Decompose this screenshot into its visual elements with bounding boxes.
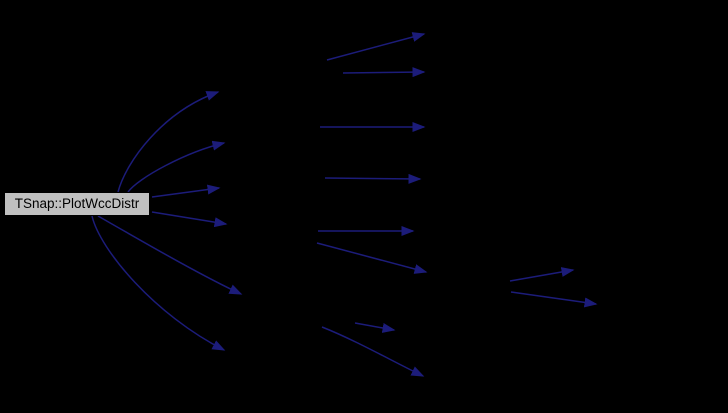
call-edge-root-child3 [151,184,221,198]
call-edge-l2-edge2 [342,67,426,78]
call-edge-root-child5 [97,215,243,295]
call-edge-l2-edge7 [354,322,396,333]
call-edge-l2-edge8 [321,326,425,377]
call-edge-root-child2 [127,140,226,193]
call-edge-root-child4 [151,211,228,228]
call-edge-root-child1 [117,91,220,193]
call-edge-root-child6 [91,215,226,351]
call-edge-l3-edge2 [510,291,598,308]
call-edge-l2-edge6 [316,242,428,274]
call-edge-l2-edge4 [324,173,422,184]
edge-layer [91,32,598,377]
call-edge-l3-edge1 [509,267,575,282]
root-node-label: TSnap::PlotWccDistr [14,196,140,212]
root-node: TSnap::PlotWccDistr [4,192,150,216]
call-edge-l2-edge1 [326,32,426,61]
